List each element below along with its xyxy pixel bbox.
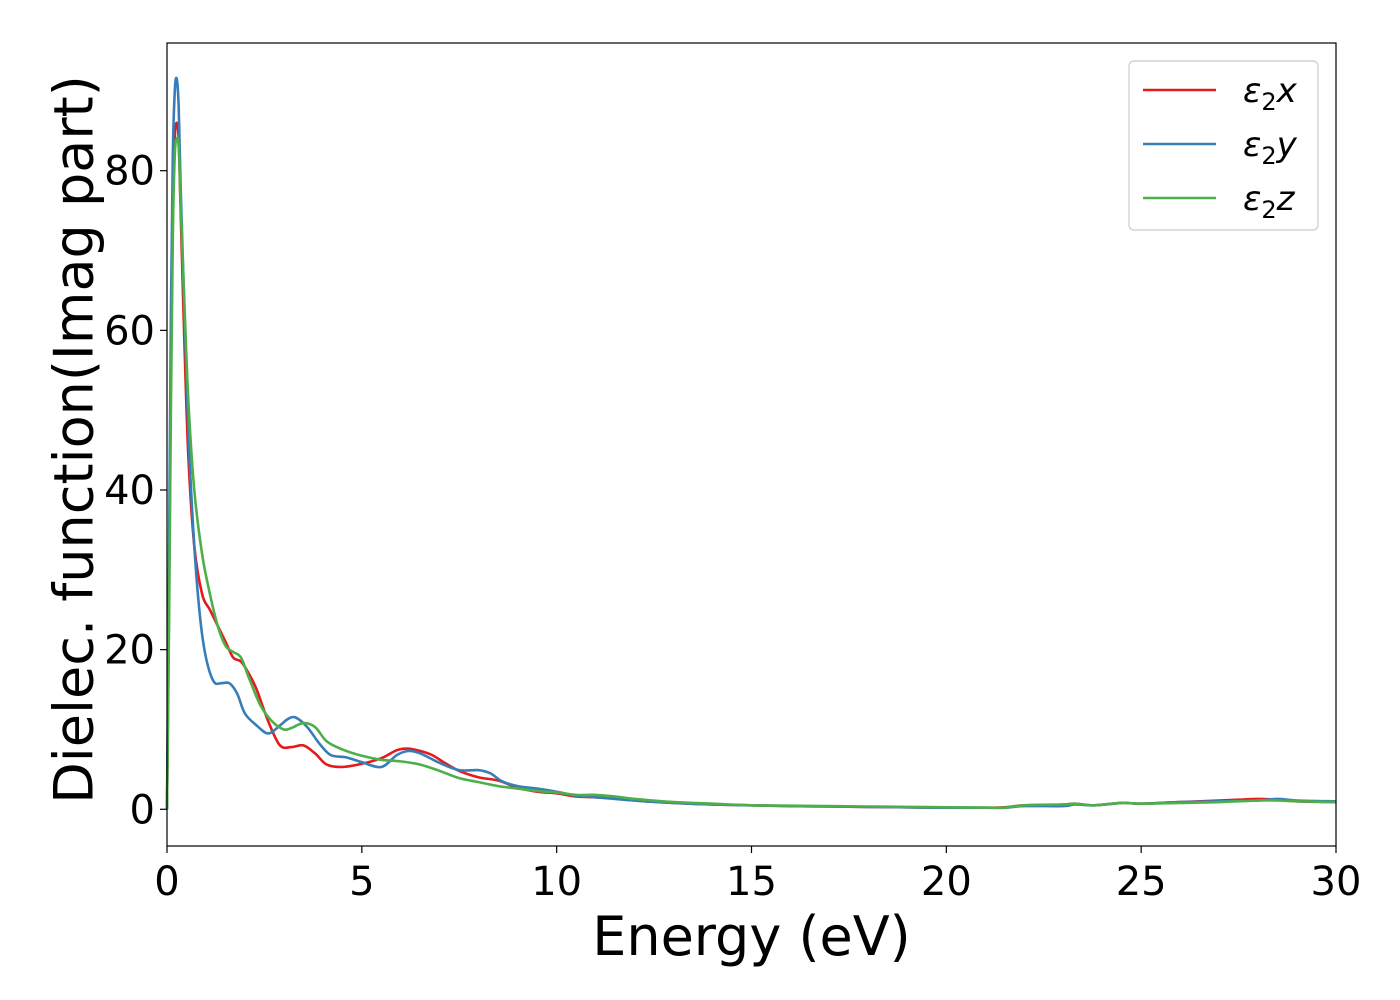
- series-lines: [165, 76, 1337, 810]
- x-tick-label: 15: [726, 859, 777, 905]
- legend-label-subscript: 2: [1261, 88, 1276, 116]
- x-axis-label: Energy (eV): [592, 905, 911, 968]
- legend-label-x: ε2x: [1243, 71, 1298, 116]
- legend-label-suffix: y: [1276, 125, 1298, 165]
- y-tick-label: 80: [104, 149, 155, 195]
- x-tick-label: 10: [531, 859, 582, 905]
- y-tick-label: 40: [104, 468, 155, 514]
- y-tick-label: 20: [104, 628, 155, 674]
- legend-label-subscript: 2: [1261, 142, 1276, 170]
- legend-label-base: ε: [1243, 125, 1261, 165]
- y-axis-label: Dielec. function(Imag part): [43, 75, 106, 804]
- y-tick-label: 60: [104, 308, 155, 354]
- y-tick-label: 0: [130, 787, 155, 833]
- x-tick-label: 25: [1116, 859, 1167, 905]
- legend-label-suffix: z: [1276, 179, 1296, 219]
- legend-label-z: ε2z: [1243, 179, 1296, 224]
- x-tick-label: 30: [1311, 859, 1362, 905]
- x-tick-label: 5: [349, 859, 374, 905]
- series-line-z: [165, 136, 1337, 810]
- x-tick-label: 0: [154, 859, 179, 905]
- legend-label-subscript: 2: [1261, 196, 1276, 224]
- legend-label-base: ε: [1243, 179, 1261, 219]
- x-axis-ticks: 0 5 10 15 20 25 30: [154, 846, 1361, 905]
- x-tick-label: 20: [921, 859, 972, 905]
- y-axis-ticks: 0 20 40 60 80: [104, 149, 167, 833]
- legend-label-suffix: x: [1276, 71, 1298, 111]
- legend-label-y: ε2y: [1243, 125, 1298, 170]
- legend-label-base: ε: [1243, 71, 1261, 111]
- legend-box: [1128, 60, 1319, 231]
